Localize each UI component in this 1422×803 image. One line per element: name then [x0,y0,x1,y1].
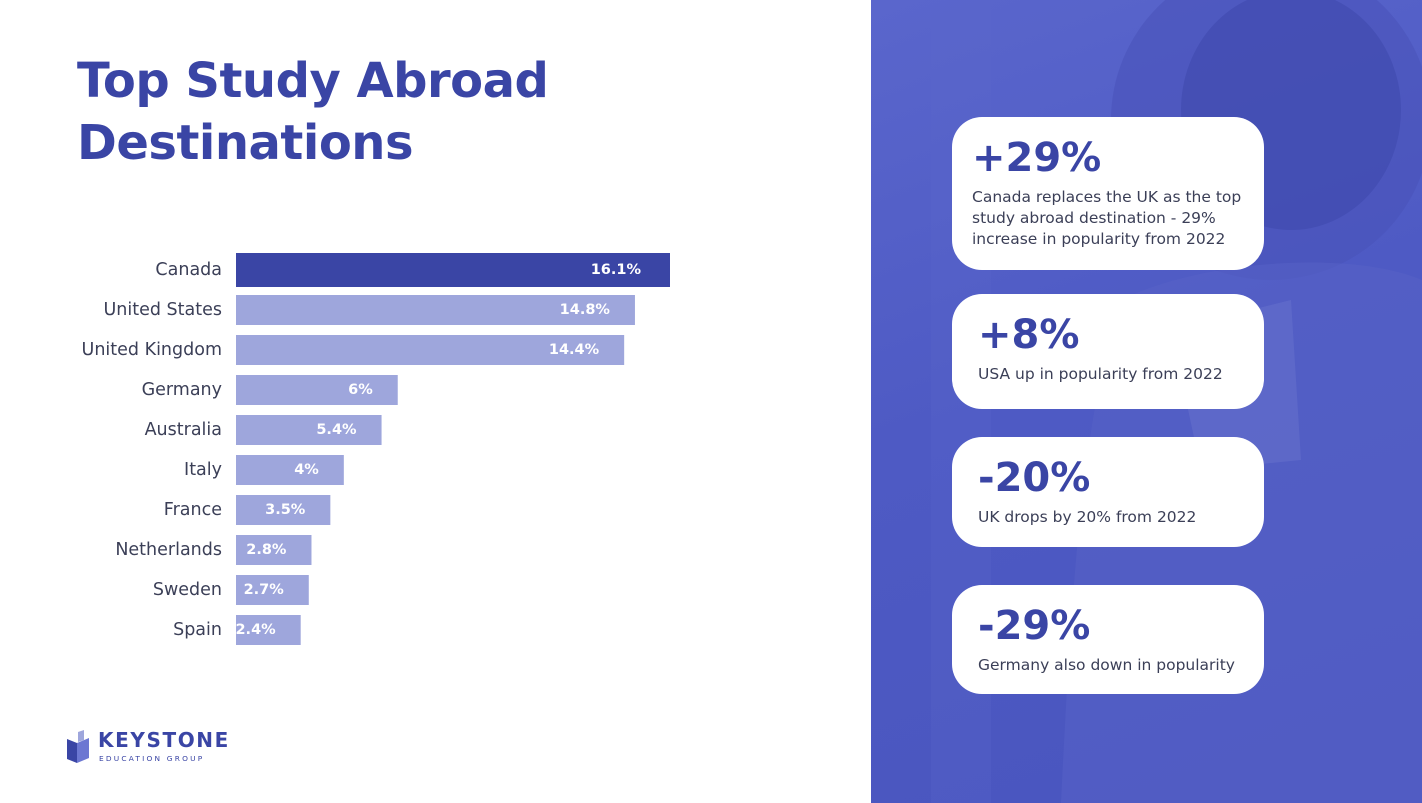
value-label: 4% [294,462,319,478]
value-label: 14.8% [560,302,611,318]
value-label: 2.4% [235,622,276,638]
category-label: Australia [145,420,222,440]
category-label: United States [103,300,222,320]
stat-description: USA up in popularity from 2022 [978,365,1223,383]
page-title: Top Study Abroad Destinations [77,50,677,174]
value-label: 16.1% [591,262,642,278]
value-label: 2.7% [244,582,285,598]
title-line-1: Top Study Abroad [77,53,549,109]
book-icon [67,730,89,763]
category-label: Italy [184,460,222,480]
bar-france [236,495,331,525]
value-label: 6% [348,382,373,398]
bar-australia [236,415,382,445]
category-label: Sweden [153,580,222,600]
stats-panel: +29% Canada replaces the UK as the top s… [871,0,1422,803]
logo-name: KEYSTONE [98,728,230,752]
value-label: 14.4% [549,342,600,358]
bar-canada [236,253,670,287]
chart-panel: Top Study Abroad Destinations Canada 16.1… [67,50,677,763]
bar-united-states [236,295,635,325]
stat-description: Canada replaces the UK as the top study … [972,188,1242,248]
category-label: Spain [173,620,222,640]
logo-subtitle: EDUCATION GROUP [99,754,205,763]
bar-germany [236,375,398,405]
category-label: Netherlands [115,540,222,560]
stat-card-canada: +29% Canada replaces the UK as the top s… [952,117,1264,270]
value-label: 5.4% [316,422,357,438]
category-label: France [164,500,222,520]
title-line-2: Destinations [77,115,414,171]
stat-value: +8% [978,312,1080,358]
stat-card-usa: +8% USA up in popularity from 2022 [952,294,1264,409]
stat-description: UK drops by 20% from 2022 [978,508,1197,526]
bar-spain [236,615,301,645]
stat-value: +29% [972,135,1102,181]
bar-united-kingdom [236,335,625,365]
stat-value: -20% [978,455,1091,501]
bar-sweden [236,575,309,605]
bar-netherlands [236,535,312,565]
category-label: Germany [142,380,222,400]
stat-description: Germany also down in popularity [978,656,1235,674]
value-label: 3.5% [265,502,306,518]
stat-card-uk: -20% UK drops by 20% from 2022 [952,437,1264,547]
category-label: United Kingdom [82,340,222,360]
stat-value: -29% [978,603,1091,649]
category-label: Canada [155,260,222,280]
stat-card-germany: -29% Germany also down in popularity [952,585,1264,694]
value-label: 2.8% [246,542,287,558]
bar-chart: Canada 16.1% United States 14.8% United King… [82,253,670,645]
bar-italy [236,455,344,485]
